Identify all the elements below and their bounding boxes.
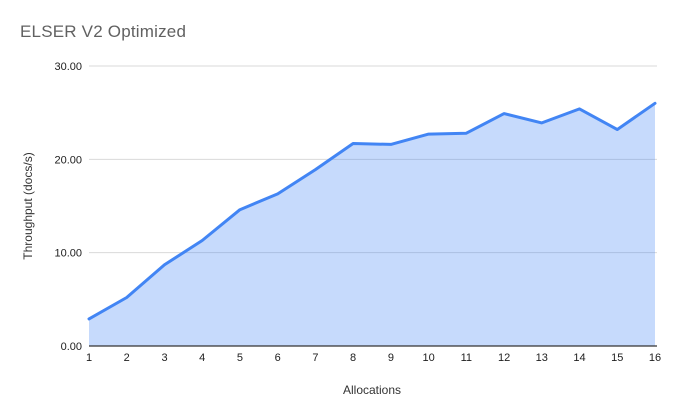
x-tick-label: 13 (536, 352, 548, 364)
x-tick-label: 14 (573, 352, 585, 364)
x-tick-label: 2 (124, 352, 130, 364)
x-tick-label: 5 (237, 352, 243, 364)
x-tick-label: 7 (312, 352, 318, 364)
chart-title: ELSER V2 Optimized (20, 22, 187, 41)
x-tick-label: 8 (350, 352, 356, 364)
x-tick-label: 4 (199, 352, 205, 364)
x-tick-label: 1 (86, 352, 92, 364)
x-tick-label: 12 (498, 352, 510, 364)
x-tick-label: 9 (388, 352, 394, 364)
y-axis-title: Throughput (docs/s) (21, 152, 35, 260)
series-line (87, 101, 657, 321)
y-tick-label: 0.00 (61, 341, 82, 353)
y-tick-label: 20.00 (54, 154, 82, 166)
area-fill (89, 103, 655, 346)
x-tick-label: 15 (611, 352, 623, 364)
x-tick-label: 3 (161, 352, 167, 364)
x-tick-label: 10 (422, 352, 434, 364)
x-tick-label: 11 (461, 352, 472, 364)
x-tick-label: 16 (649, 352, 661, 364)
y-tick-label: 10.00 (54, 248, 82, 260)
x-tick-label: 6 (275, 352, 281, 364)
x-axis-title: Allocations (342, 383, 402, 397)
y-tick-label: 30.00 (54, 61, 82, 73)
